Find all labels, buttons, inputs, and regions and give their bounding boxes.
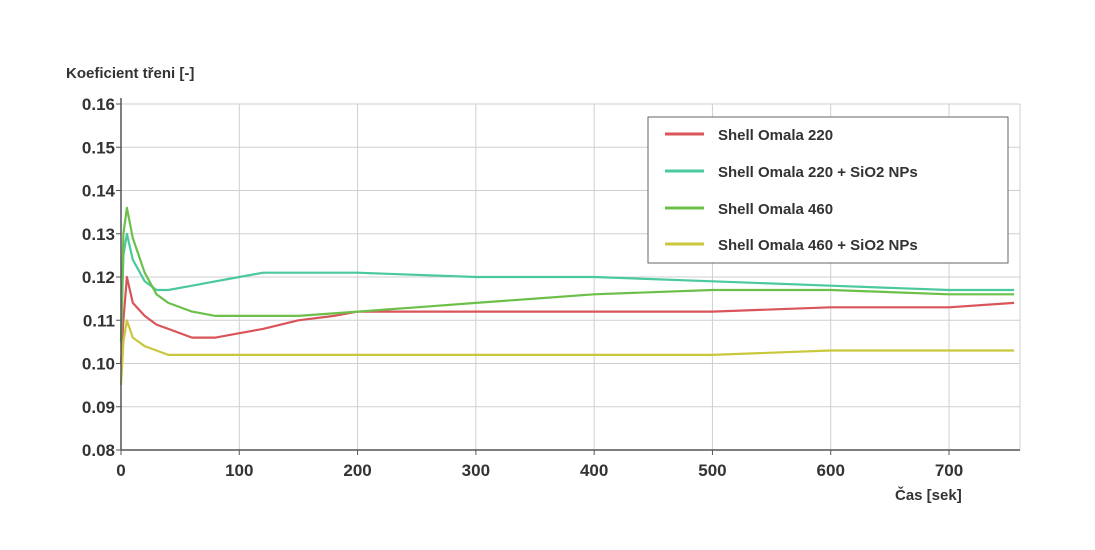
legend: Shell Omala 220 Shell Omala 220 + SiO2 N…: [647, 116, 1009, 264]
x-tick-label: 100: [225, 461, 253, 480]
y-tick-label: 0.15: [82, 138, 115, 157]
y-tick-label: 0.11: [83, 311, 115, 330]
y-tick-label: 0.08: [82, 441, 115, 460]
legend-label-omala-220: Shell Omala 220: [718, 127, 833, 144]
x-tick-label: 700: [935, 461, 963, 480]
x-tick-label: 400: [580, 461, 608, 480]
tick-labels: 0.08 0.09 0.10 0.11 0.12 0.13 0.14 0.15 0.16 0 100…: [82, 95, 963, 480]
series-line-2: [119, 206, 1015, 342]
x-axis-title: Čas [sek]: [895, 486, 962, 504]
legend-label-omala-460-sio2: Shell Omala 460 + SiO2 NPs: [718, 237, 918, 254]
y-tick-label: 0.10: [82, 355, 115, 374]
series-line-1: [119, 232, 1015, 342]
y-tick-label: 0.16: [82, 95, 115, 114]
y-tick-label: 0.09: [82, 398, 115, 417]
legend-box: [647, 116, 1009, 264]
x-tick-label: 0: [116, 461, 125, 480]
series-line-3: [119, 319, 1015, 386]
series-line-0: [119, 275, 1015, 364]
legend-label-omala-460: Shell Omala 460: [718, 201, 833, 218]
x-tick-label: 500: [698, 461, 726, 480]
legend-label-omala-220-sio2: Shell Omala 220 + SiO2 NPs: [718, 164, 918, 181]
y-tick-label: 0.13: [82, 225, 115, 244]
y-tick-label: 0.12: [82, 268, 115, 287]
axes: [116, 98, 1020, 455]
y-tick-label: 0.14: [82, 182, 116, 201]
x-tick-label: 600: [817, 461, 845, 480]
x-tick-label: 200: [343, 461, 371, 480]
y-axis-title: Koeficient třeni [-]: [66, 65, 194, 82]
x-tick-label: 300: [462, 461, 490, 480]
series-layer: [119, 206, 1015, 386]
